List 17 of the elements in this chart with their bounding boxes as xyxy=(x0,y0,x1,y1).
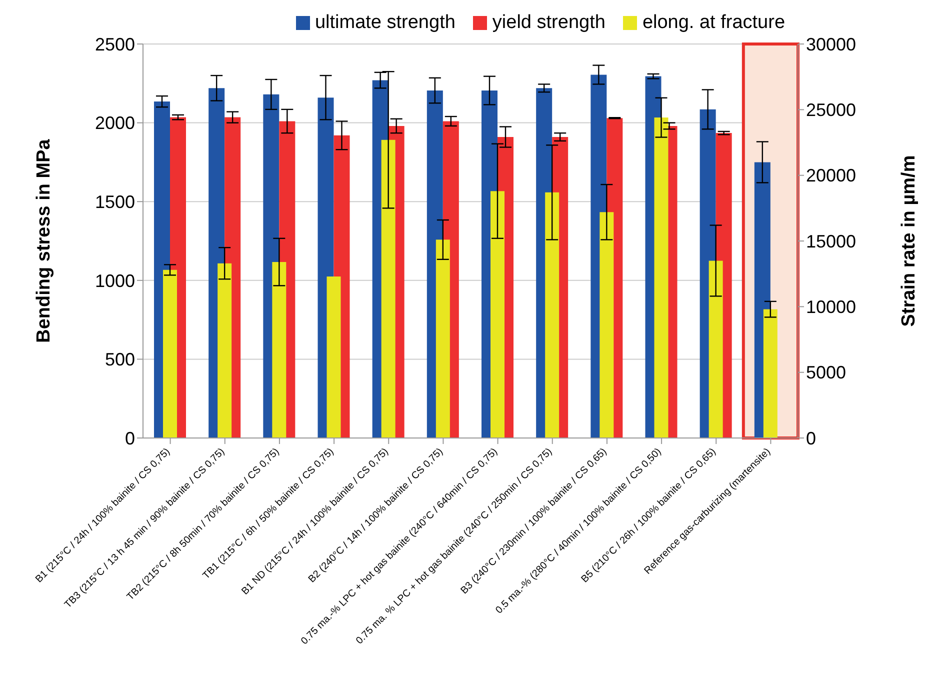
y-axis-title: Bending stress in MPa xyxy=(34,138,55,343)
y2-tick-label: 25000 xyxy=(806,100,856,120)
legend-label: yield strength xyxy=(491,12,606,34)
legend-label: ultimate strength xyxy=(314,12,456,34)
y-tick-label: 2000 xyxy=(94,113,135,134)
y2-tick-label: 15000 xyxy=(806,231,856,252)
legend-label: elong. at fracture xyxy=(641,12,786,34)
y-tick-label: 1000 xyxy=(94,270,135,291)
y-tick-label: 500 xyxy=(104,350,135,370)
y-tick-label: 2500 xyxy=(94,34,135,54)
y2-tick-label: 10000 xyxy=(806,297,856,318)
y2-tick-label: 30000 xyxy=(806,34,856,54)
y-tick-label: 0 xyxy=(124,428,135,448)
y2-tick-label: 0 xyxy=(806,428,816,448)
y2-tick-label: 20000 xyxy=(806,166,856,186)
y2-tick-label: 5000 xyxy=(806,362,846,383)
y-tick-label: 1500 xyxy=(94,192,135,212)
